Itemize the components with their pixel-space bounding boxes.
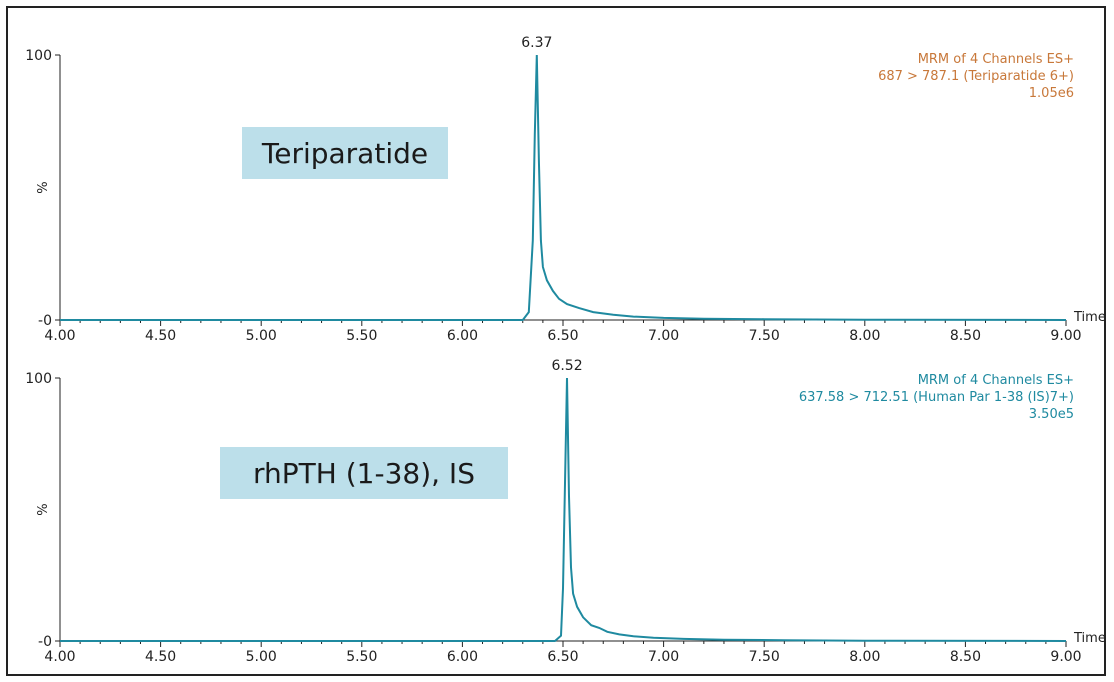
x-tick-label: 7.50 (749, 649, 780, 665)
y-tick-label-100: 100 (25, 48, 52, 64)
channel-info-line: MRM of 4 Channels ES+ (918, 373, 1074, 388)
x-tick-label: 8.50 (950, 649, 981, 665)
x-tick-label: 6.00 (447, 328, 478, 344)
x-tick-label: 7.00 (648, 649, 679, 665)
channel-info-line: 1.05e6 (1029, 86, 1074, 101)
x-tick-label: 5.50 (346, 649, 377, 665)
x-tick-label: 7.50 (749, 328, 780, 344)
peak-label: 6.37 (521, 35, 552, 51)
chromatogram-trace (60, 54, 1067, 321)
chromatogram-trace (60, 377, 1067, 642)
channel-info-line: 637.58 > 712.51 (Human Par 1-38 (IS)7+) (799, 390, 1074, 405)
x-tick-label: 5.50 (346, 328, 377, 344)
y-tick-label-0: -0 (38, 634, 52, 650)
x-tick-label: 6.50 (547, 649, 578, 665)
x-tick-label: 8.50 (950, 328, 981, 344)
x-tick-label: 5.00 (246, 649, 277, 665)
y-tick-label-0: -0 (38, 313, 52, 329)
channel-info-line: 3.50e5 (1029, 407, 1074, 422)
x-tick-label: 8.00 (849, 649, 880, 665)
x-axis-label: Time (1073, 631, 1106, 646)
x-tick-label: 8.00 (849, 328, 880, 344)
x-tick-label: 9.00 (1050, 328, 1081, 344)
x-tick-label: 5.00 (246, 328, 277, 344)
compound-label: rhPTH (1-38), IS (253, 457, 475, 490)
channel-info-line: 687 > 787.1 (Teriparatide 6+) (878, 69, 1074, 84)
x-tick-label: 4.00 (44, 328, 75, 344)
y-tick-label-100: 100 (25, 371, 52, 387)
x-axis-label: Time (1073, 310, 1106, 325)
x-tick-label: 6.50 (547, 328, 578, 344)
compound-label-box (220, 447, 508, 499)
x-tick-label: 4.00 (44, 649, 75, 665)
x-tick-label: 4.50 (145, 328, 176, 344)
y-axis-label: % (36, 503, 51, 515)
compound-label: Teriparatide (261, 137, 428, 170)
x-tick-label: 9.00 (1050, 649, 1081, 665)
compound-label-box (242, 127, 448, 179)
y-axis-label: % (36, 181, 51, 193)
chromatogram-frame (6, 6, 1106, 676)
peak-label: 6.52 (551, 358, 582, 374)
channel-info-line: MRM of 4 Channels ES+ (918, 52, 1074, 67)
x-tick-label: 4.50 (145, 649, 176, 665)
x-tick-label: 7.00 (648, 328, 679, 344)
x-tick-label: 6.00 (447, 649, 478, 665)
